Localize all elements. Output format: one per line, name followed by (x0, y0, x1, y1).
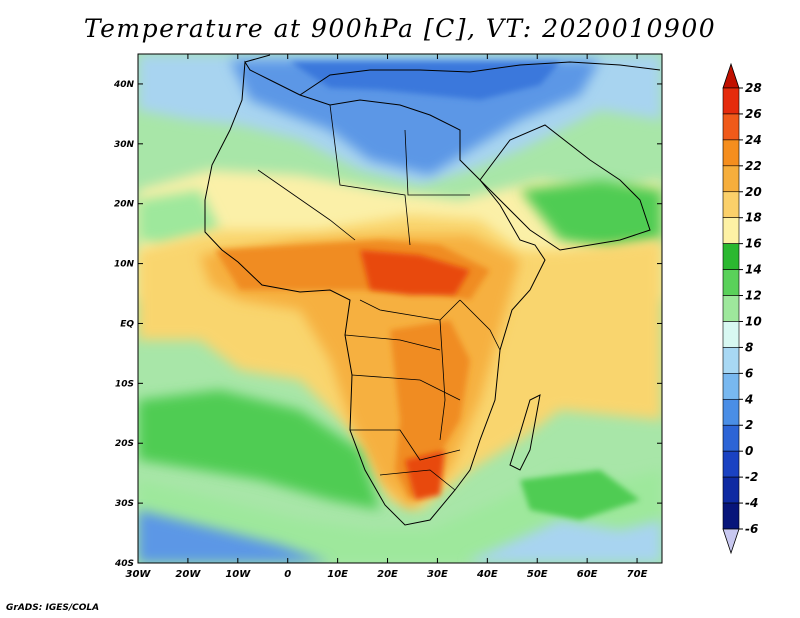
lat-tick-label: 10N (114, 260, 135, 270)
footer-credit: GrADS: IGES/COLA (6, 603, 100, 613)
lat-tick-label: 40S (114, 559, 134, 569)
lat-tick-label: 30S (115, 499, 134, 509)
map-frame (137, 53, 663, 564)
lon-tick-label: 40E (476, 569, 498, 580)
lon-tick-label: 20W (175, 569, 201, 580)
lat-tick-label: 40N (113, 80, 135, 90)
colorbar-swatch (722, 424, 740, 452)
colorbar-swatch (722, 321, 740, 348)
colorbar-label: 20 (745, 185, 762, 199)
lat-tick-label: EQ (120, 319, 134, 329)
lat-tick-label: 10S (115, 379, 134, 389)
lon-tick-label: 60E (577, 569, 598, 580)
colorbar-swatch (722, 502, 740, 530)
lon-tick-label: 10W (225, 569, 251, 580)
colorbar-label: 26 (745, 107, 762, 121)
colorbar-label: 28 (745, 81, 762, 95)
colorbar-label: 4 (744, 392, 753, 406)
colorbar-top-arrow (722, 62, 740, 89)
colorbar-label: -6 (745, 522, 758, 536)
lat-tick-label: 20S (115, 439, 134, 449)
colorbar-swatch (722, 165, 740, 193)
colorbar-label: -4 (745, 496, 758, 510)
colorbar-swatch (722, 139, 740, 167)
country-borders (257, 104, 501, 491)
colorbar-swatch (722, 87, 740, 115)
colorbar-swatch (722, 217, 740, 244)
colorbar-label: 16 (745, 237, 762, 251)
colorbar-label: 10 (745, 314, 762, 328)
temperature-field (138, 54, 662, 563)
lon-tick-label: 30W (126, 569, 152, 580)
lon-tick-label: 50E (527, 569, 548, 580)
lon-tick-label: 0 (284, 569, 291, 580)
colorbar-label: 22 (745, 159, 762, 173)
colorbar-label: 18 (745, 211, 762, 225)
colorbar-label: 2 (745, 418, 753, 432)
colorbar-label: 8 (745, 340, 753, 354)
colorbar-swatch (722, 295, 740, 322)
colorbar-label: 24 (745, 133, 762, 147)
colorbar-swatch (722, 373, 740, 400)
colorbar-swatch (722, 450, 740, 478)
colorbar-label: 6 (745, 366, 753, 380)
lon-tick-label: 10E (327, 569, 348, 580)
lon-tick-label: 30E (427, 569, 448, 580)
colorbar-swatch (722, 243, 740, 270)
colorbar-label: 0 (745, 444, 753, 458)
colorbar-swatch (722, 476, 740, 504)
colorbar-swatch (722, 191, 740, 219)
colorbar-swatch (722, 398, 740, 426)
map-title: Temperature at 900hPa [C], VT: 202001090… (83, 14, 717, 43)
lon-tick-label: 70E (627, 569, 648, 580)
colorbar-bottom-arrow (722, 528, 740, 555)
colorbar-swatch (722, 269, 740, 296)
lon-tick-label: 20E (377, 569, 398, 580)
coastlines (204, 54, 661, 526)
colorbar-swatch (722, 347, 740, 374)
lat-tick-label: 30N (114, 140, 135, 150)
colorbar-swatch (722, 113, 740, 141)
colorbar-label: 12 (745, 289, 762, 303)
map-axes: 30W 20W 10W 0 10E 20E 30E 40E 50E 60E 70E 40N 30N 20N… (113, 54, 662, 580)
lat-tick-label: 20N (114, 200, 135, 210)
colorbar-label: 14 (745, 263, 762, 277)
colorbar-label: -2 (745, 470, 758, 484)
